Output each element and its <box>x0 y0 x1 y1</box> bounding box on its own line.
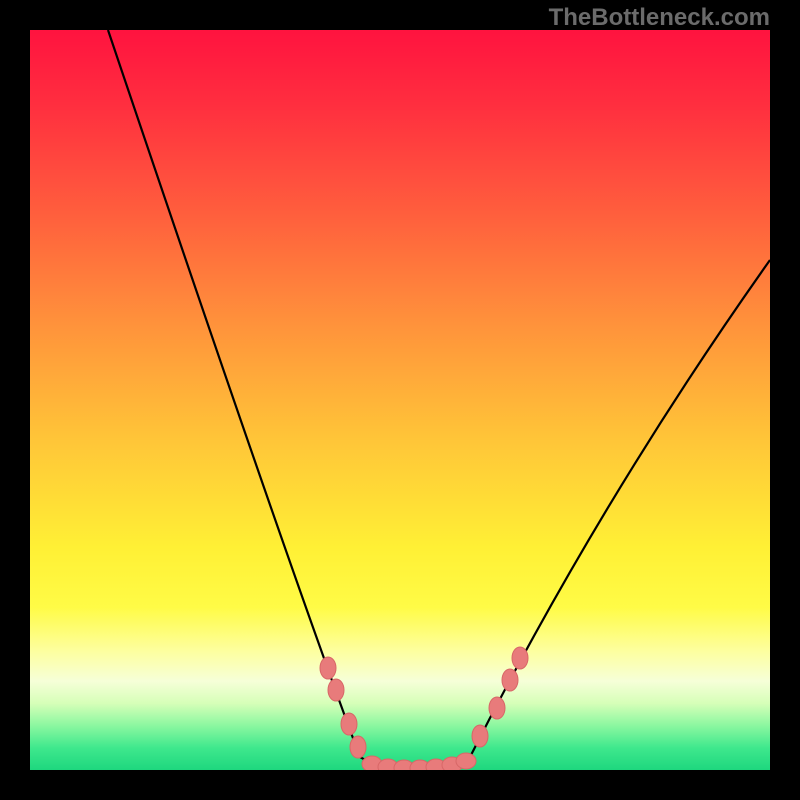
gradient-background <box>30 30 770 770</box>
chart-frame: TheBottleneck.com <box>0 0 800 800</box>
watermark-text: TheBottleneck.com <box>549 4 770 32</box>
